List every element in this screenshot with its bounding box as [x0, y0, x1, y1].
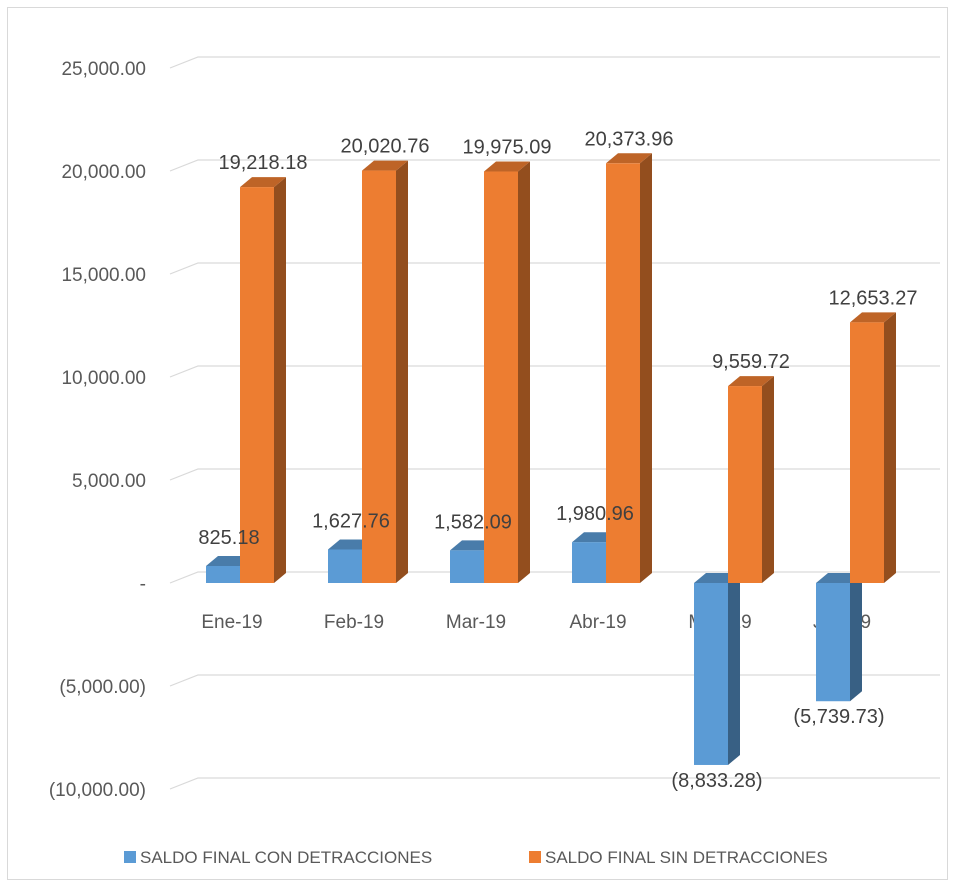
bar-top [850, 312, 896, 323]
gridline [169, 262, 940, 275]
bar-top [240, 177, 286, 188]
y-tick-label: 5,000.00 [72, 471, 146, 492]
data-labels: 825.18 19,218.18 1,627.76 20,020.76 1,582.09… [198, 128, 917, 792]
bar [362, 160, 408, 584]
bar-side [396, 160, 408, 584]
data-label: 825.18 [198, 527, 259, 549]
bar-top [484, 161, 530, 172]
bar-side [274, 177, 286, 583]
data-label: 20,020.76 [341, 136, 430, 158]
bar-side [762, 376, 774, 583]
data-label: (8,833.28) [671, 770, 762, 792]
y-tick-label: (5,000.00) [59, 677, 146, 698]
legend-swatch [529, 851, 541, 863]
data-label: 1,582.09 [434, 511, 512, 533]
bar [484, 161, 530, 583]
bar-top [606, 153, 652, 164]
bar [606, 153, 652, 583]
bar-front [450, 550, 484, 583]
bar-front [606, 163, 640, 583]
bar-side [850, 573, 862, 702]
y-tick-label: 25,000.00 [61, 59, 146, 80]
bar-front [362, 170, 396, 584]
y-tick-label: - [140, 574, 146, 595]
gridline [169, 365, 940, 378]
y-tick-label: (10,000.00) [49, 780, 146, 801]
bar [850, 312, 896, 583]
bar-front [816, 583, 850, 702]
gridline [169, 777, 940, 790]
legend-item: SALDO FINAL SIN DETRACCIONES [529, 848, 828, 867]
bar-top [362, 160, 408, 171]
x-tick-label: Mar-19 [446, 612, 506, 633]
chart-frame [7, 7, 948, 880]
legend-swatch [124, 851, 136, 863]
gridline [169, 56, 940, 69]
data-label: 1,627.76 [312, 510, 390, 532]
legend-item: SALDO FINAL CON DETRACCIONES [124, 848, 432, 867]
bar-front [572, 542, 606, 583]
data-label: 19,218.18 [219, 152, 308, 174]
bar-front [694, 583, 728, 765]
bar [816, 573, 862, 702]
legend-label: SALDO FINAL SIN DETRACCIONES [545, 848, 828, 867]
y-tick-label: 20,000.00 [61, 162, 146, 183]
bar-side [518, 161, 530, 583]
gridline [169, 674, 940, 687]
x-tick-label: Feb-19 [324, 612, 384, 633]
bar-front [328, 549, 362, 583]
data-label: 1,980.96 [556, 503, 634, 525]
data-label: (5,739.73) [793, 706, 884, 728]
y-axis-tick-labels: 25,000.00 20,000.00 15,000.00 10,000.00 5,00… [49, 59, 146, 801]
bar-side [728, 573, 740, 765]
gridlines [169, 56, 940, 790]
bar-top [728, 376, 774, 387]
gridline [169, 159, 940, 172]
bar-front [850, 322, 884, 583]
data-label: 12,653.27 [829, 287, 918, 309]
bar [240, 177, 286, 583]
bars [206, 153, 896, 765]
gridline [169, 468, 940, 481]
bar-front [728, 386, 762, 583]
bar-front [206, 566, 240, 583]
gridline [169, 571, 940, 584]
data-label: 20,373.96 [585, 128, 674, 150]
y-tick-label: 15,000.00 [61, 265, 146, 286]
legend: SALDO FINAL CON DETRACCIONES SALDO FINAL … [124, 848, 828, 867]
bar-side [640, 153, 652, 583]
bar-front [240, 187, 274, 583]
data-label: 19,975.09 [463, 137, 552, 159]
legend-label: SALDO FINAL CON DETRACCIONES [140, 848, 432, 867]
data-label: 9,559.72 [712, 351, 790, 373]
bar-side [884, 312, 896, 583]
x-tick-label: Ene-19 [201, 612, 262, 633]
y-tick-label: 10,000.00 [61, 368, 146, 389]
x-tick-label: Abr-19 [569, 612, 626, 633]
bar [694, 573, 740, 765]
bar [728, 376, 774, 583]
bar-front [484, 171, 518, 583]
